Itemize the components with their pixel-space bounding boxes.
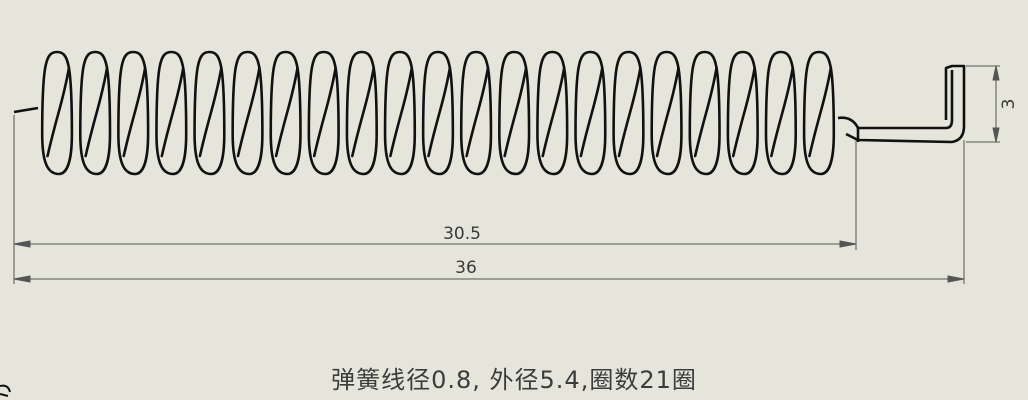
coil-strand — [122, 66, 147, 158]
coil-strand — [465, 66, 490, 158]
coil-strand — [770, 66, 795, 158]
coil-strand — [427, 66, 452, 158]
coil-strand — [46, 66, 71, 158]
coil-strand — [312, 66, 337, 158]
spring-coils — [40, 50, 836, 176]
coil-strand — [579, 66, 604, 158]
spring-hook — [837, 64, 966, 144]
spring-spec-note: 弹簧线径0.8, 外径5.4,圈数21圈 — [331, 366, 697, 394]
coil-turn — [155, 50, 188, 176]
coil-turn — [307, 50, 340, 176]
coil-turn — [612, 50, 645, 176]
coil-strand — [655, 66, 680, 158]
corner-mark — [0, 384, 11, 397]
dimension-coil-length-label: 30.5 — [443, 224, 481, 244]
coil-turn — [117, 50, 150, 176]
coil-turn — [688, 50, 721, 176]
dimension-overall-length-label: 36 — [455, 258, 477, 278]
coil-strand — [617, 66, 642, 158]
coil-strand — [274, 66, 299, 158]
coil-turn — [78, 50, 112, 176]
coil-turn — [726, 50, 759, 176]
coil-turn — [383, 50, 417, 176]
coil-turn — [802, 50, 836, 176]
dimension-hook-height — [992, 65, 1000, 143]
coil-turn — [764, 50, 798, 176]
coil-turn — [650, 50, 683, 176]
coil-turn — [345, 50, 378, 176]
coil-turn — [193, 50, 226, 176]
coil-strand — [389, 66, 414, 158]
extension-lines — [13, 65, 1000, 284]
spring-left-end — [13, 106, 39, 114]
coil-strand — [84, 66, 109, 158]
coil-strand — [160, 66, 185, 158]
coil-strand — [808, 66, 833, 158]
coil-turn — [421, 50, 455, 176]
coil-strand — [198, 66, 223, 158]
coil-turn — [40, 50, 74, 176]
coil-strand — [731, 66, 756, 158]
dimension-coil-length — [13, 240, 857, 248]
coil-turn — [459, 50, 493, 176]
coil-turn — [498, 50, 531, 176]
coil-strand — [351, 66, 375, 158]
dimension-hook-height-label: 3 — [999, 99, 1019, 110]
coil-turn — [536, 50, 569, 176]
coil-strand — [541, 66, 566, 158]
coil-turn — [574, 50, 607, 176]
coil-turn — [231, 50, 264, 176]
coil-strand — [503, 66, 528, 158]
coil-turn — [269, 50, 302, 176]
dimension-overall-length — [13, 275, 965, 283]
coil-strand — [236, 66, 261, 158]
coil-strand — [693, 66, 718, 158]
